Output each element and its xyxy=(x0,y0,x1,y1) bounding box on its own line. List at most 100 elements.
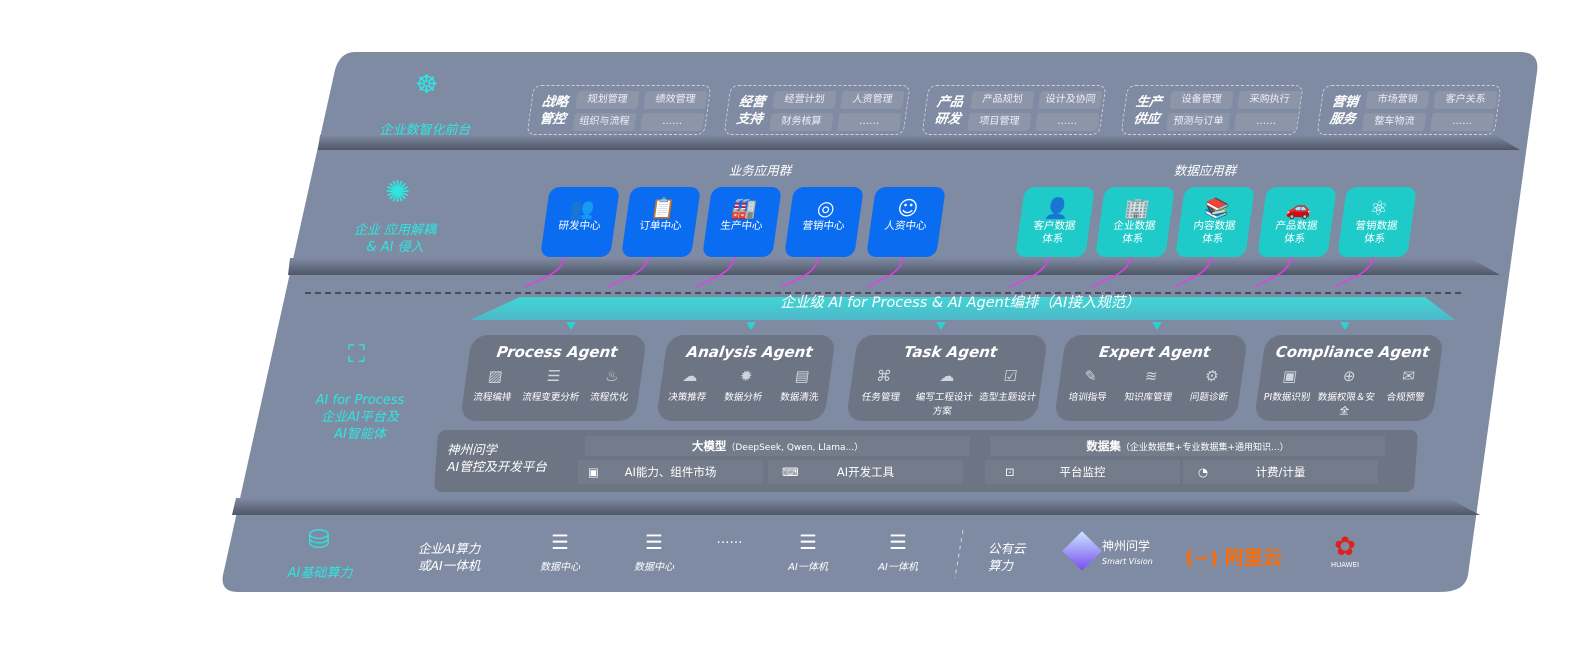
module-chip[interactable]: …… xyxy=(640,113,705,131)
business-app-card[interactable]: 📋 订单中心 xyxy=(621,187,701,257)
module-chip[interactable]: 规划管理 xyxy=(575,91,640,109)
ai-market-tool[interactable]: ▣ AI能力、组件市场 xyxy=(578,460,763,484)
agent-capability: 流程编排 xyxy=(472,392,513,403)
data-app-card[interactable]: 🚗 产品数据 体系 xyxy=(1257,187,1337,257)
dataset-bar: 数据集（企业数据集+专业数据集+通用知识...） xyxy=(990,436,1385,456)
agent-card[interactable]: Process Agent ▨ 流程编排 ☰ 流程变更分析 ♨ 流程优化 xyxy=(459,335,648,421)
face-scan-icon: ⛶ xyxy=(348,340,365,368)
agent-title: Compliance Agent xyxy=(1274,343,1431,361)
layer1-group: 战略管控 规划管理 绩效管理 组织与流程…… xyxy=(526,85,712,135)
billing-label: 计费/计量 xyxy=(1255,465,1306,479)
module-chip[interactable]: 人资管理 xyxy=(840,91,905,109)
agent-capability-icon: ☁ xyxy=(938,367,957,385)
module-chip[interactable]: …… xyxy=(1234,113,1299,131)
business-apps-title: 业务应用群 xyxy=(728,163,792,178)
data-app-label: 内容数据 xyxy=(1192,220,1237,232)
platform-monitor-tool[interactable]: ⊡ 平台监控 xyxy=(985,460,1180,484)
ai-market-icon: ▣ xyxy=(588,465,599,479)
ai-dev-tool[interactable]: ⌨ AI开发工具 xyxy=(768,460,963,484)
brain-icon: ☸ xyxy=(415,70,439,100)
database-icon: ⛁ xyxy=(308,525,330,555)
compute-item: ☰ 数据中心 xyxy=(530,530,590,573)
agent-capability-icon: ♨ xyxy=(604,367,621,385)
layer1-group: 生产供应 设备管理 采购执行 预测与订单…… xyxy=(1120,85,1304,135)
business-app-label: 订单中心 xyxy=(638,220,683,232)
car-icon: 🚗 xyxy=(1284,196,1314,220)
module-chip[interactable]: 采购执行 xyxy=(1237,91,1302,109)
compute-item: ☰ 数据中心 xyxy=(624,530,684,573)
agent-capability-icon: ✉ xyxy=(1401,367,1417,385)
module-chip[interactable]: 组织与流程 xyxy=(572,113,637,131)
agent-card[interactable]: Task Agent ⌘ 任务管理 ☁ 编写工程设计方案 ☑ 造型主题设计 xyxy=(845,335,1049,421)
data-app-card[interactable]: 📚 内容数据 体系 xyxy=(1175,187,1255,257)
agent-capability: 流程优化 xyxy=(589,392,629,403)
module-chip[interactable]: 项目管理 xyxy=(967,113,1032,131)
agent-capability-icon: ☁ xyxy=(681,367,700,385)
large-model-bar: 大模型（DeepSeek, Qwen, Llama...） xyxy=(585,436,970,456)
shenzhou-logo-subtext: Smart Vision xyxy=(1102,557,1153,566)
agent-capability: 造型主题设计 xyxy=(978,392,1037,403)
agent-card[interactable]: Compliance Agent ▣ PI数据识别 ⊕ 数据权限＆安全 ✉ 合规预警 xyxy=(1253,335,1445,421)
aliyun-logo-text: 阿里云 xyxy=(1224,547,1282,569)
agent-capability-icon: ⊕ xyxy=(1341,367,1357,385)
agent-title: Analysis Agent xyxy=(685,343,814,361)
module-chip[interactable]: 设计及协同 xyxy=(1038,91,1103,109)
server-icon: ☰ xyxy=(889,530,907,554)
module-chip[interactable]: 经营计划 xyxy=(772,91,837,109)
huawei-logo-icon: ✿ xyxy=(1334,532,1356,562)
compute-item: ☰ AI一体机 xyxy=(868,530,928,573)
business-app-label: 人资中心 xyxy=(883,220,928,232)
dataset-label: 数据集 xyxy=(1086,439,1121,453)
molecule-icon: ✺ xyxy=(385,175,411,210)
agent-capability-icon: ☑ xyxy=(1002,367,1019,385)
business-app-card[interactable]: ◎ 营销中心 xyxy=(784,187,864,257)
factory-icon: 🏭 xyxy=(729,196,759,220)
module-chip[interactable]: 财务核算 xyxy=(769,113,834,131)
data-app-label: 客户数据 xyxy=(1032,220,1077,232)
module-chip[interactable]: …… xyxy=(1035,113,1100,131)
module-chip[interactable]: 整车物流 xyxy=(1362,113,1427,131)
module-chip[interactable]: 绩效管理 xyxy=(643,91,708,109)
private-compute-line1: 企业AI算力 xyxy=(418,541,481,556)
agent-card[interactable]: Analysis Agent ☁ 决策推荐 ✹ 数据分析 ▤ 数据清洗 xyxy=(655,335,837,421)
data-app-card[interactable]: ⚛ 营销数据 体系 xyxy=(1337,187,1417,257)
data-app-card[interactable]: 🏢 企业数据 体系 xyxy=(1095,187,1175,257)
module-chip[interactable]: 客户关系 xyxy=(1433,91,1498,109)
module-chip[interactable]: …… xyxy=(837,113,902,131)
dataset-note: （企业数据集+专业数据集+通用知识...） xyxy=(1120,443,1289,453)
agent-capability-icon: ✹ xyxy=(738,367,754,385)
books-icon: 📚 xyxy=(1202,196,1232,220)
layer2-label-line2: & AI 侵入 xyxy=(366,240,424,255)
agent-capability: 任务管理 xyxy=(861,392,901,403)
agent-capability-icon: ☰ xyxy=(545,367,562,385)
business-app-label: 生产中心 xyxy=(719,220,764,232)
agent-capability: 知识库管理 xyxy=(1123,392,1173,403)
module-chip[interactable]: …… xyxy=(1430,113,1495,131)
agent-card[interactable]: Expert Agent ✎ 培训指导 ≋ 知识库管理 ⚙ 问题诊断 xyxy=(1053,335,1249,421)
agent-capability: 流程变更分析 xyxy=(521,392,581,403)
platform-monitor-label: 平台监控 xyxy=(1059,465,1106,479)
group-title: 战略管控 xyxy=(538,95,570,127)
billing-tool[interactable]: ◔ 计费/计量 xyxy=(1183,460,1378,484)
layer1-label: 企业数智化前台 xyxy=(379,123,471,138)
compute-item: …… xyxy=(717,532,743,547)
server-icon: ☰ xyxy=(799,530,817,554)
business-app-card[interactable]: 👥 研发中心 xyxy=(540,187,620,257)
data-app-card[interactable]: 👤 客户数据 体系 xyxy=(1015,187,1095,257)
public-compute-line1: 公有云 xyxy=(988,541,1026,556)
group-title: 生产供应 xyxy=(1132,95,1164,127)
layer1-group: 产品研发 产品规划 设计及协同 项目管理…… xyxy=(921,85,1107,135)
agent-capability-icon: ⌘ xyxy=(875,367,893,385)
person-icon: ☺ xyxy=(895,196,921,220)
module-chip[interactable]: 设备管理 xyxy=(1169,91,1234,109)
business-app-card[interactable]: 🏭 生产中心 xyxy=(702,187,782,257)
public-compute-line2: 算力 xyxy=(988,558,1014,573)
data-app-label: 营销数据 xyxy=(1354,220,1399,232)
module-chip[interactable]: 预测与订单 xyxy=(1166,113,1231,131)
layer4-label: AI基础算力 xyxy=(287,566,353,581)
group-title: 经营支持 xyxy=(735,95,767,127)
module-chip[interactable]: 市场营销 xyxy=(1365,91,1430,109)
business-app-card[interactable]: ☺ 人资中心 xyxy=(866,187,946,257)
gauge-icon: ◔ xyxy=(1198,465,1209,479)
module-chip[interactable]: 产品规划 xyxy=(970,91,1035,109)
